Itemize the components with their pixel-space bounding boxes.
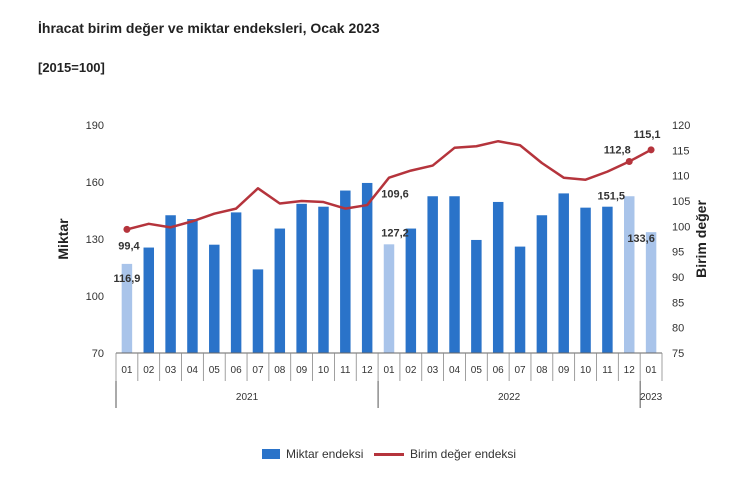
bar (492, 201, 504, 353)
legend-item-birim: Birim değer endeksi (374, 447, 516, 461)
year-label: 2023 (640, 392, 663, 403)
line-point (647, 146, 655, 154)
bar (274, 228, 286, 353)
x-tick-label: 11 (602, 365, 613, 376)
bar (602, 206, 613, 353)
bar (623, 196, 635, 353)
legend: Miktar endeksi Birim değer endeksi (0, 447, 750, 467)
x-tick-label: 11 (340, 365, 351, 376)
data-label: 133,6 (627, 233, 655, 245)
x-tick-label: 08 (536, 365, 548, 376)
legend-item-miktar: Miktar endeksi (262, 447, 363, 461)
bar (536, 215, 548, 353)
bar (121, 263, 133, 353)
bar (471, 239, 482, 353)
bar (645, 232, 657, 353)
y2-tick-label: 120 (672, 120, 690, 132)
x-tick-label: 12 (624, 365, 636, 376)
x-tick-label: 07 (252, 365, 264, 376)
data-label: 151,5 (597, 190, 625, 202)
y-tick-label: 160 (86, 177, 104, 189)
x-tick-label: 01 (646, 365, 658, 376)
y2-tick-label: 115 (672, 145, 690, 157)
bar (361, 182, 373, 353)
combo-chart: 701001301601907580859095100105110115120M… (55, 120, 709, 408)
x-tick-label: 09 (558, 365, 570, 376)
bar (318, 206, 329, 353)
x-tick-label: 06 (493, 365, 505, 376)
line-series (126, 139, 652, 231)
y-axis-title: Miktar (55, 218, 71, 260)
y-tick-label: 130 (86, 234, 104, 246)
legend-label-birim: Birim değer endeksi (410, 447, 517, 461)
y2-tick-label: 85 (672, 297, 684, 309)
bar (558, 193, 569, 353)
chart-title: İhracat birim değer ve miktar endeksleri… (38, 20, 380, 36)
x-tick-label: 07 (514, 365, 526, 376)
year-label: 2022 (498, 392, 521, 403)
x-tick-label: 04 (187, 365, 199, 376)
x-tick-label: 01 (121, 365, 133, 376)
y2-tick-label: 90 (672, 272, 684, 284)
data-label: 112,8 (604, 144, 631, 156)
bar (209, 244, 220, 353)
bar (405, 228, 417, 353)
y-tick-label: 190 (86, 120, 104, 132)
x-tick-label: 09 (296, 365, 308, 376)
legend-label-miktar: Miktar endeksi (286, 447, 364, 461)
bar (187, 219, 198, 353)
bar (252, 269, 264, 353)
y2-tick-label: 110 (672, 171, 690, 183)
bar (449, 196, 460, 353)
data-label: 109,6 (381, 189, 409, 201)
bar (230, 212, 242, 353)
chart-subtitle: [2015=100] (38, 60, 105, 75)
bar (165, 215, 176, 353)
x-tick-label: 03 (165, 365, 177, 376)
y2-axis-title: Birim değer (693, 200, 709, 278)
bar (427, 196, 438, 353)
bar (296, 203, 307, 353)
y2-tick-label: 75 (672, 348, 684, 360)
x-tick-label: 10 (580, 365, 592, 376)
y2-tick-label: 80 (672, 323, 684, 335)
data-label: 116,9 (113, 273, 140, 285)
x-tick-label: 02 (405, 365, 417, 376)
year-label: 2021 (236, 392, 259, 403)
x-tick-label: 01 (383, 365, 395, 376)
y2-tick-label: 95 (672, 247, 684, 259)
data-label: 99,4 (118, 240, 140, 252)
legend-swatch-bar (262, 449, 280, 459)
line-point (123, 225, 131, 233)
y-tick-label: 100 (86, 291, 104, 303)
x-tick-label: 05 (209, 365, 221, 376)
data-label: 115,1 (634, 129, 661, 141)
x-tick-label: 12 (362, 365, 374, 376)
legend-swatch-line (374, 452, 404, 456)
data-label: 127,2 (381, 227, 409, 239)
x-tick-label: 08 (274, 365, 286, 376)
bar (383, 244, 395, 353)
bar (143, 247, 155, 353)
x-tick-label: 10 (318, 365, 330, 376)
x-tick-label: 05 (471, 365, 483, 376)
x-tick-label: 02 (143, 365, 155, 376)
x-tick-label: 03 (427, 365, 439, 376)
y-tick-label: 70 (92, 348, 104, 360)
bar (340, 190, 351, 353)
x-tick-label: 06 (231, 365, 243, 376)
y2-tick-label: 100 (672, 221, 690, 233)
line-point (625, 157, 633, 165)
y2-tick-label: 105 (672, 196, 690, 208)
x-tick-label: 04 (449, 365, 461, 376)
bar (514, 246, 526, 353)
bar (580, 207, 591, 353)
